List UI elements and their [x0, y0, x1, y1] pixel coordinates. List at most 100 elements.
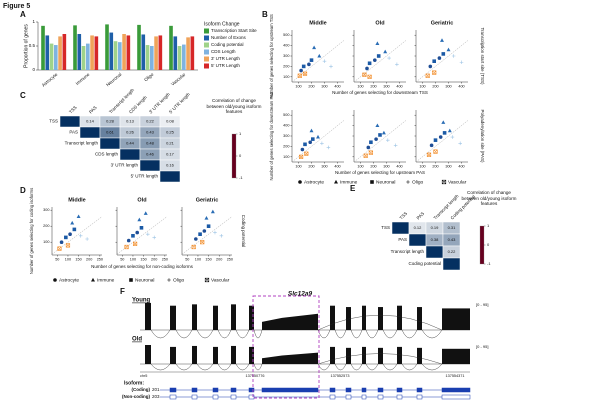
coverage [417, 347, 422, 364]
junction-arc [350, 329, 363, 339]
diagonal-cell [59, 115, 81, 128]
coverage [378, 307, 383, 330]
point [146, 232, 150, 236]
point [440, 38, 444, 42]
point [395, 62, 399, 67]
gene-model-exon [329, 387, 336, 393]
legend-marker [406, 180, 410, 184]
diagonal-cell [425, 245, 444, 259]
bar [105, 24, 109, 70]
point [304, 151, 309, 156]
point [446, 47, 451, 52]
gene-model-exon [345, 387, 352, 393]
point [64, 235, 68, 240]
coverage [346, 347, 351, 364]
point [57, 246, 62, 251]
gene-model-exon [261, 387, 319, 393]
y-tick-label: 200 [43, 224, 49, 228]
cell-value: 0.48 [146, 141, 155, 146]
point [135, 230, 140, 235]
panel-label: B [262, 10, 268, 19]
point [437, 56, 442, 60]
row-label: TSS [49, 119, 58, 124]
point [393, 143, 398, 148]
legend-label: Coding potential [211, 42, 244, 47]
track-range: [0 - 95] [476, 302, 488, 307]
x-tick-label: 250 [162, 258, 168, 262]
y-axis-label: Number of genes selecting for downstream… [269, 91, 274, 180]
legend-swatch [204, 56, 209, 62]
x-tick-label: 200 [432, 85, 438, 89]
point [124, 244, 129, 250]
junction-arc [401, 329, 418, 339]
x-tick-label: 200 [432, 165, 438, 169]
bar [158, 35, 163, 70]
y-tick-label: 500 [283, 33, 289, 37]
y-tick-label: 100 [43, 240, 49, 244]
x-tick-label: 300 [321, 165, 327, 169]
gene-model-exon [329, 394, 336, 400]
legend-marker [298, 180, 302, 184]
point [297, 73, 302, 78]
coverage [145, 345, 151, 364]
coverage [397, 346, 402, 364]
legend-swatch [204, 63, 209, 69]
legend-label: Neuronal [135, 277, 154, 283]
colorbar-title-box: Correlation of change between old/young … [207, 98, 262, 114]
x-tick-label: 100 [195, 258, 201, 262]
cell-value: 0.28 [106, 119, 115, 124]
panel-label: F [120, 287, 125, 296]
x-tick-label: 50 [185, 258, 189, 262]
y-axis-label: Number of genes selecting for coding iso… [29, 188, 34, 274]
junction-arc [365, 329, 379, 339]
x-tick-label: 300 [321, 85, 327, 89]
x-tick-label: 250 [227, 258, 233, 262]
junction-arc [421, 363, 443, 371]
bar [86, 43, 90, 70]
point [374, 137, 378, 141]
point [311, 137, 315, 141]
point [143, 211, 148, 215]
x-tick-label: 200 [308, 165, 314, 169]
row-label: TSS [381, 225, 390, 230]
column-label: TSS [68, 105, 78, 115]
diagonal-cell [408, 233, 427, 247]
row-label: CDS length [95, 152, 119, 157]
cell-value: 0.14 [86, 119, 95, 124]
coverage [249, 305, 254, 330]
column-title: Old [137, 197, 146, 203]
x-tick-label: 300 [445, 165, 451, 169]
legend-label: Immune [340, 179, 358, 185]
legend-label: 5' UTR Length [211, 63, 240, 68]
isoform-header: Isoform: [124, 380, 144, 386]
panel-label: A [20, 10, 26, 19]
point [387, 56, 391, 60]
legend-marker [370, 180, 374, 184]
junction-arc [401, 363, 418, 371]
point [194, 237, 198, 241]
junction-arc [175, 363, 193, 371]
point [429, 143, 434, 148]
legend-label: Vascular [448, 179, 467, 185]
point [447, 128, 452, 133]
row-label: Polyadenylation site (PAS) [480, 110, 485, 163]
x-tick-label: 400 [334, 85, 340, 89]
junction-arc [334, 329, 347, 339]
point [210, 209, 215, 214]
point [367, 61, 372, 66]
row-label: PAS [69, 130, 78, 135]
point [191, 244, 196, 250]
point [219, 234, 224, 238]
junction-arc [196, 329, 214, 339]
point [365, 66, 369, 71]
row-label: Coding potential [408, 261, 441, 266]
gene-model-exon [361, 387, 367, 393]
y-tick-label: 200 [283, 144, 289, 148]
bar [169, 25, 173, 70]
point [302, 71, 308, 76]
gene-model-exon [248, 394, 255, 400]
junction-arc [217, 329, 232, 339]
cell-value: 0.16 [166, 163, 175, 168]
legend-title: Isoform Change [204, 21, 240, 27]
